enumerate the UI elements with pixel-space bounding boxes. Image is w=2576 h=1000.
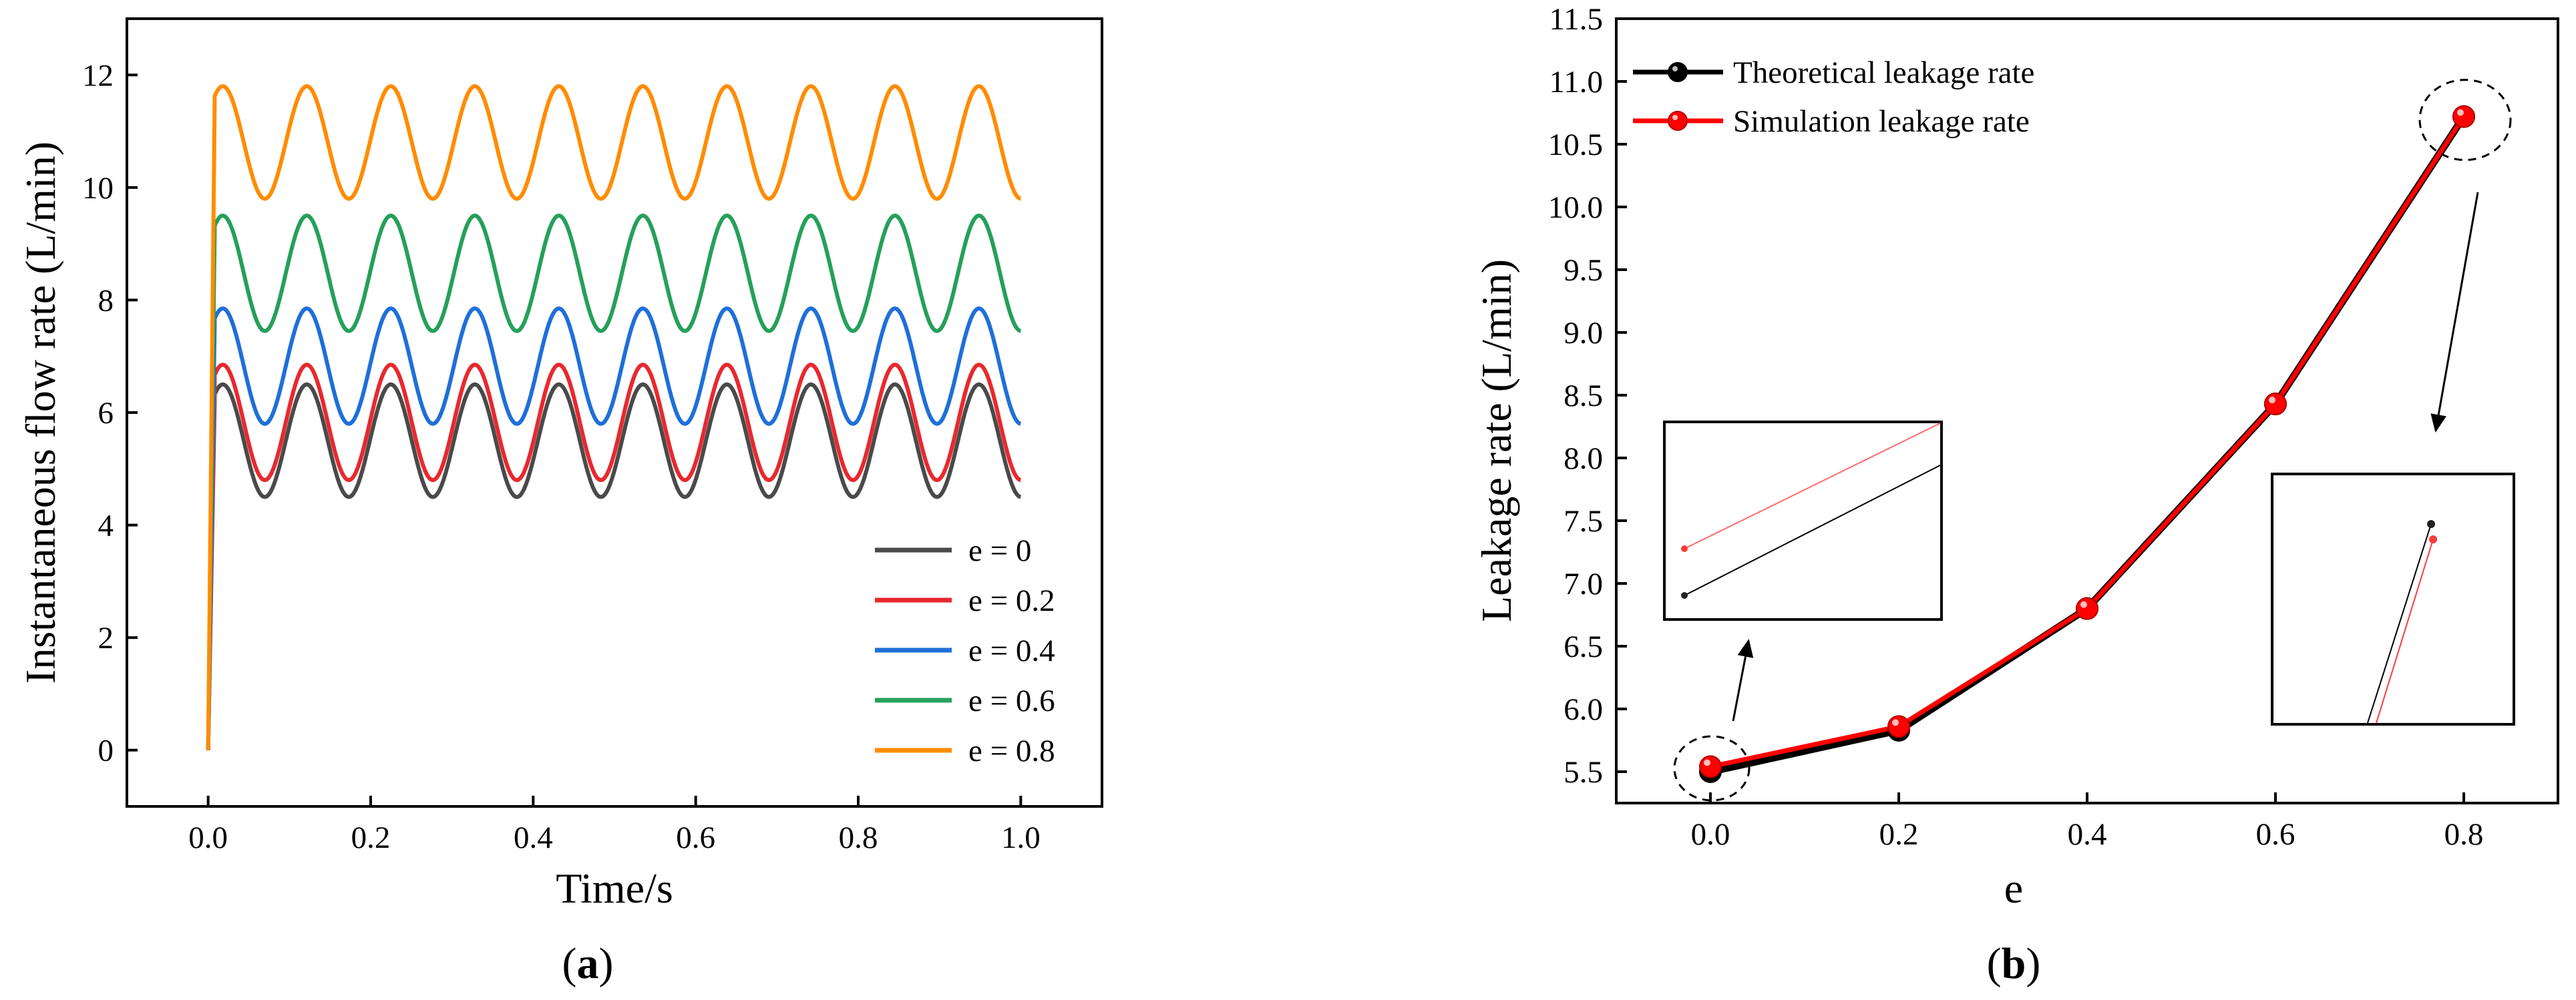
panel-b-data-point-highlight [1704, 759, 1710, 766]
panel-a-y-axis-title: Instantaneous flow rate (L/min) [17, 142, 64, 684]
panel-b-caption: (b) [1987, 939, 2041, 988]
panel-a-x-tick-label: 1.0 [1001, 820, 1041, 855]
panel-b-y-tick-label: 7.5 [1563, 504, 1603, 539]
panel-a-legend-label: e = 0.8 [968, 734, 1055, 768]
panel-b-y-tick-label: 6.5 [1563, 630, 1603, 664]
panel-b-annotations [1663, 79, 2515, 802]
panel-a-y-tick-label: 12 [82, 58, 114, 93]
panel-a-y-tick-label: 0 [98, 734, 114, 768]
panel-b-y-tick-label: 9.5 [1563, 253, 1603, 288]
panel-a-y-tick-label: 10 [82, 171, 114, 206]
panel-a-x-tick-label: 0.4 [514, 820, 553, 855]
panel-b-data-point [2452, 105, 2475, 128]
panel-a-series-line [206, 214, 1022, 750]
panel-a-series-line [206, 84, 1022, 750]
panel-b-data-point [2076, 597, 2098, 620]
panel-b-data-point-highlight [2269, 397, 2275, 404]
panel-b-y-axis-title: Leakage rate (L/min) [1473, 259, 1520, 622]
panel-a-series-line [206, 306, 1022, 750]
panel-a-y-tick-label: 6 [98, 396, 114, 431]
panel-a-series-line [206, 362, 1022, 750]
panel-b-inset-start-red-marker [1681, 545, 1688, 552]
panel-a-x-ticks: 0.0 0.2 0.4 0.6 0.8 1.0 [188, 796, 1041, 855]
panel-a-y-tick-label: 8 [98, 283, 114, 318]
panel-b-legend: Theoretical leakage rate Simulation leaka… [1633, 55, 2034, 139]
panel-b-legend-marker-highlight [1672, 66, 1678, 71]
panel-b-data-point-highlight [2080, 601, 2087, 608]
panel-b-inset-end-black-line [2367, 523, 2432, 724]
panel-b-y-tick-label: 10.0 [1548, 190, 1603, 225]
panel-b-legend-marker-highlight [1672, 115, 1678, 120]
panel-a-legend-label: e = 0.6 [968, 684, 1055, 718]
panel-b-x-ticks: 0.0 0.2 0.4 0.6 0.8 [1691, 792, 2484, 852]
panel-b-inset-end-red-marker [2429, 535, 2437, 543]
panel-b-legend-marker [1668, 62, 1688, 82]
panel-b-inset-start-red-line [1684, 423, 1941, 549]
panel-b-chart: 0.0 0.2 0.4 0.6 0.8 5.5 6.0 6.5 7.0 7.5 8.0 8.5 9.0… [1473, 2, 2559, 988]
panel-a-legend: e = 0 e = 0.2 e = 0.4 e = 0.6 e = 0.8 [875, 533, 1055, 768]
panel-b-y-ticks: 5.5 6.0 6.5 7.0 7.5 8.0 8.5 9.0 9.5 10.0 10.5 11.0 1… [1548, 2, 1627, 790]
panel-a-x-tick-label: 0.8 [839, 820, 878, 855]
panel-b-y-tick-label: 8.5 [1563, 379, 1603, 413]
panel-a-y-tick-label: 2 [98, 621, 114, 656]
panel-b-x-tick-label: 0.8 [2444, 817, 2484, 852]
panel-b-y-tick-label: 7.0 [1563, 567, 1603, 601]
panel-b-legend-label: Simulation leakage rate [1733, 104, 2030, 139]
panel-b-zoom-circle-start [1673, 735, 1751, 802]
panel-b-x-tick-label: 0.4 [2068, 817, 2107, 852]
panel-b-y-tick-label: 5.5 [1563, 755, 1603, 790]
panel-a-series-group [206, 84, 1022, 750]
panel-b-y-tick-label: 10.5 [1548, 128, 1603, 162]
panel-b-y-tick-label: 6.0 [1563, 692, 1603, 727]
panel-a-x-axis-title: Time/s [556, 864, 673, 912]
panel-a-x-tick-label: 0.2 [351, 820, 391, 855]
panel-b-zoom-arrow-end [2430, 192, 2479, 433]
panel-b-inset-end-frame [2271, 473, 2515, 726]
panel-b-legend-marker [1668, 111, 1688, 131]
panel-b-y-tick-label: 9.0 [1563, 316, 1603, 350]
panel-a-x-tick-label: 0.0 [188, 820, 228, 855]
panel-a-legend-label: e = 0.2 [968, 583, 1055, 618]
panel-b-inset-end-red-line [2376, 539, 2434, 724]
panel-b-inset-start-black-line [1684, 465, 1941, 596]
panel-b-y-tick-label: 11.5 [1549, 2, 1603, 37]
panel-a-series-line [206, 382, 1022, 750]
panel-a-chart: 0.0 0.2 0.4 0.6 0.8 1.0 0 2 4 6 8 10 12 Time/s Inst… [17, 17, 1103, 988]
panel-b-x-tick-label: 0.0 [1691, 817, 1730, 852]
panel-a-legend-label: e = 0 [968, 533, 1031, 568]
panel-b-x-tick-label: 0.6 [2256, 817, 2295, 852]
panel-b-y-tick-label: 8.0 [1563, 441, 1603, 476]
panel-b-zoom-circle-end [2418, 79, 2512, 162]
panel-a-y-tick-label: 4 [98, 509, 114, 543]
panel-b-inset-end-black-marker [2427, 520, 2435, 528]
panel-b-inset-start-black-marker [1681, 592, 1688, 599]
panel-b-x-tick-label: 0.2 [1879, 817, 1919, 852]
panel-b-data-point [1887, 715, 1910, 738]
panel-a-legend-label: e = 0.4 [968, 634, 1055, 668]
panel-b-zoom-arrow-start [1732, 639, 1754, 722]
panel-b-data-point-highlight [1892, 719, 1899, 726]
panel-b-data-point [1699, 755, 1722, 778]
panel-a-y-ticks: 0 2 4 6 8 10 12 [82, 58, 138, 768]
panel-a-caption: (a) [562, 939, 614, 988]
panel-a-x-tick-label: 0.6 [676, 820, 715, 855]
panel-b-series-group [1699, 105, 2475, 783]
panel-b-x-axis-title: e [2004, 864, 2023, 912]
panel-b-inset-start-frame [1663, 421, 1943, 621]
panel-b-data-point-highlight [2457, 109, 2464, 116]
panel-b-legend-label: Theoretical leakage rate [1733, 55, 2034, 90]
panel-b-data-point [2264, 393, 2287, 416]
panel-b-y-tick-label: 11.0 [1549, 65, 1603, 99]
